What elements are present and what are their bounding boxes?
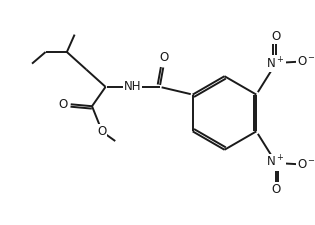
Text: O$^-$: O$^-$: [297, 158, 315, 171]
Text: O: O: [58, 98, 68, 111]
Text: NH: NH: [124, 80, 141, 93]
Text: O: O: [97, 125, 106, 138]
Text: N$^+$: N$^+$: [266, 56, 285, 71]
Text: N$^+$: N$^+$: [266, 155, 285, 170]
Text: O$^-$: O$^-$: [297, 55, 315, 68]
Text: O: O: [271, 183, 280, 196]
Text: O: O: [271, 30, 280, 43]
Text: O: O: [159, 51, 168, 64]
